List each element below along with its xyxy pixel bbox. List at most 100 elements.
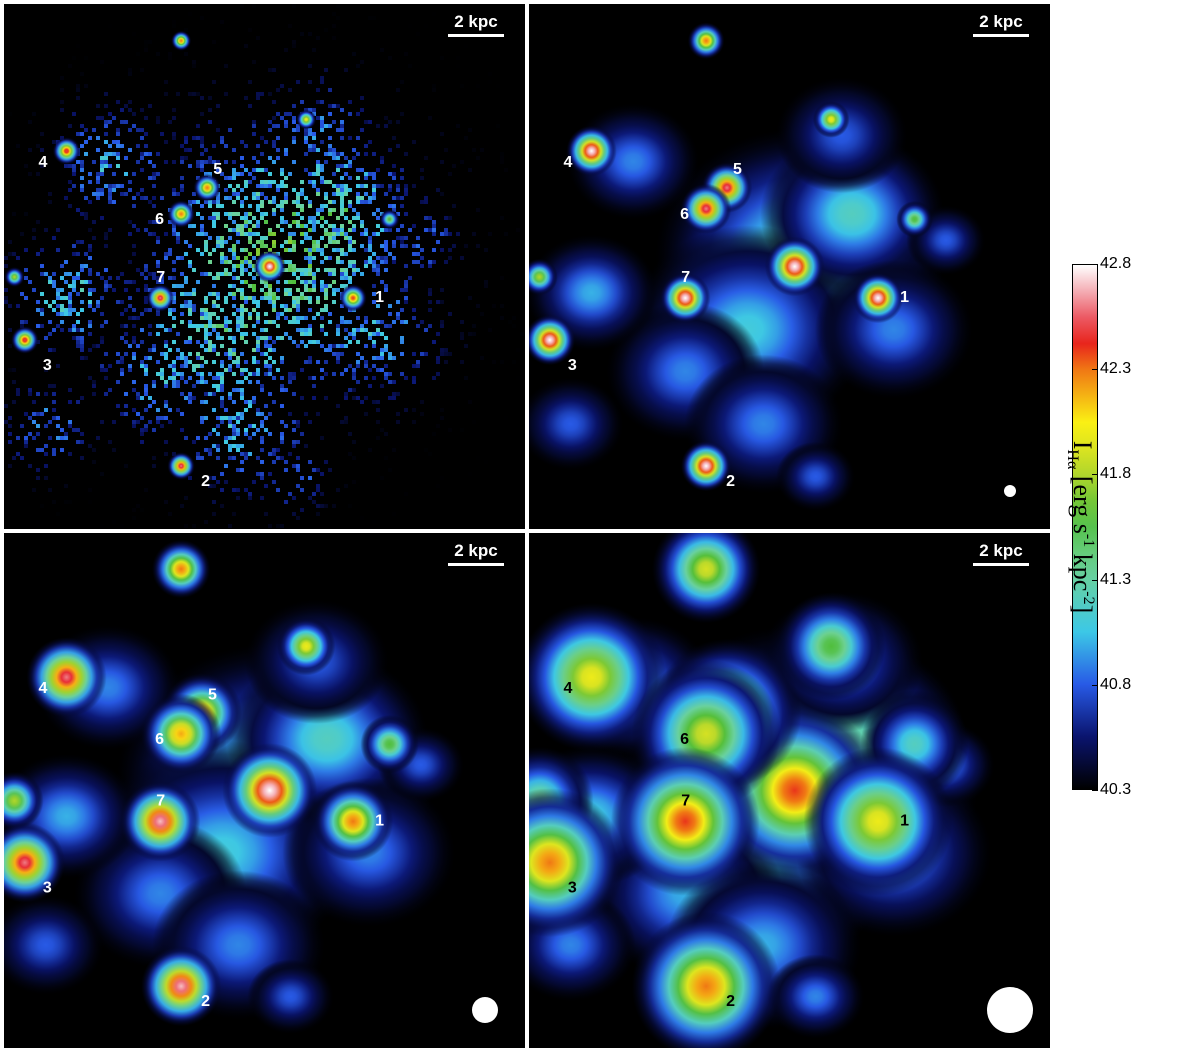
emission-pixel [200,272,204,276]
emission-pixel [88,292,92,296]
emission-pixel [200,136,204,140]
emission-pixel [364,120,368,124]
emission-pixel [12,400,16,404]
emission-pixel [280,184,284,188]
emission-pixel [224,224,228,228]
emission-pixel [252,156,256,160]
emission-pixel [280,244,284,248]
emission-pixel [156,120,160,124]
emission-pixel [452,244,456,248]
emission-pixel [340,228,344,232]
emission-pixel [316,312,320,316]
emission-pixel [236,232,240,236]
emission-pixel [228,196,232,200]
emission-pixel [68,300,72,304]
emission-pixel [244,44,248,48]
emission-pixel [116,300,120,304]
emission-pixel [208,448,212,452]
emission-pixel [336,352,340,356]
emission-pixel [200,364,204,368]
emission-pixel [212,360,216,364]
emission-pixel [60,288,64,292]
scale-bar: 2 kpc [441,12,511,37]
emission-pixel [468,12,472,16]
emission-pixel [376,328,380,332]
emission-pixel [216,336,220,340]
emission-pixel [16,144,20,148]
emission-pixel [176,356,180,360]
emission-pixel [236,212,240,216]
emission-pixel [60,264,64,268]
emission-pixel [436,484,440,488]
emission-pixel [256,168,260,172]
emission-pixel [276,324,280,328]
emission-pixel [40,504,44,508]
emission-pixel [396,88,400,92]
emission-pixel [328,348,332,352]
emission-pixel [440,320,444,324]
emission-pixel [504,168,508,172]
emission-pixel [32,488,36,492]
emission-pixel [244,332,248,336]
emission-pixel [340,108,344,112]
emission-pixel [524,292,525,296]
emission-pixel [100,116,104,120]
emission-pixel [368,528,372,529]
emission-pixel [128,344,132,348]
emission-pixel [376,208,380,212]
emission-pixel [80,440,84,444]
emission-pixel [468,400,472,404]
emission-pixel [44,476,48,480]
emission-pixel [320,316,324,320]
emission-pixel [332,148,336,152]
emission-pixel [88,248,92,252]
emission-pixel [420,176,424,180]
emission-pixel [336,256,340,260]
emission-pixel [320,76,324,80]
emission-pixel [448,352,452,356]
emission-pixel [348,504,352,508]
emission-pixel [456,232,460,236]
emission-pixel [360,516,364,520]
emission-pixel [244,308,248,312]
nucleus [222,743,318,838]
emission-pixel [400,80,404,84]
emission-pixel [192,288,196,292]
emission-pixel [512,316,516,320]
emission-pixel [520,516,524,520]
emission-pixel [316,212,320,216]
emission-pixel [80,212,84,216]
emission-pixel [336,356,340,360]
emission-pixel [328,144,332,148]
emission-pixel [116,140,120,144]
emission-pixel [344,68,348,72]
emission-pixel [188,376,192,380]
emission-pixel [100,368,104,372]
emission-pixel [388,120,392,124]
emission-pixel [68,272,72,276]
emission-pixel [52,416,56,420]
emission-pixel [256,336,260,340]
emission-pixel [156,52,160,56]
emission-pixel [264,196,268,200]
emission-pixel [344,328,348,332]
emission-pixel [348,320,352,324]
emission-pixel [124,392,128,396]
emission-pixel [212,200,216,204]
emission-pixel [292,280,296,284]
emission-pixel [256,304,260,308]
emission-pixel [396,300,400,304]
emission-pixel [208,172,212,176]
emission-pixel [292,104,296,108]
emission-pixel [484,284,488,288]
emission-pixel [428,260,432,264]
emission-pixel [264,352,268,356]
emission-pixel [336,332,340,336]
emission-pixel [184,240,188,244]
emission-pixel [204,300,208,304]
emission-pixel [264,180,268,184]
emission-pixel [8,344,12,348]
emission-pixel [336,344,340,348]
emission-pixel [380,428,384,432]
emission-pixel [320,120,324,124]
